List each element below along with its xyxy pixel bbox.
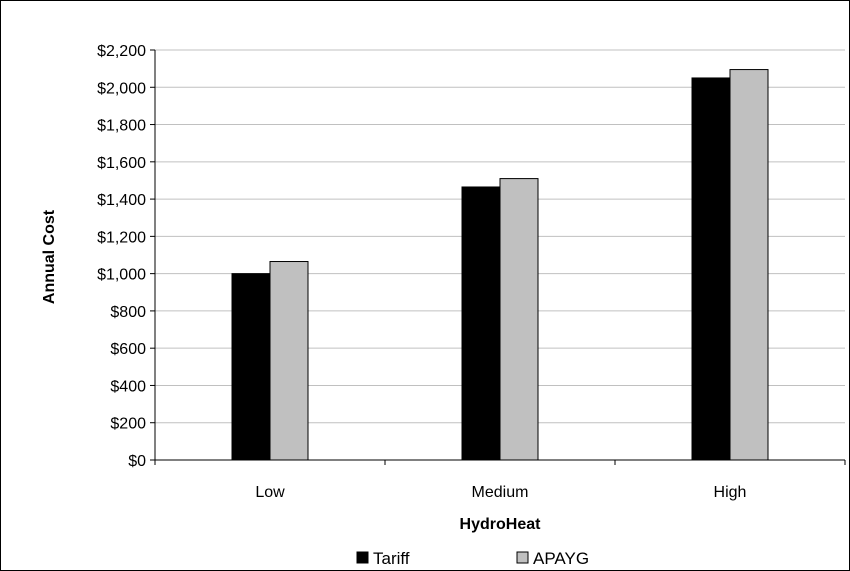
axes xyxy=(154,50,845,461)
bar-tariff-high xyxy=(691,77,731,461)
legend-swatch-apayg xyxy=(516,551,529,564)
x-tick-label: Low xyxy=(255,484,285,501)
bar-tariff-low xyxy=(231,273,271,461)
y-tick-label: $1,200 xyxy=(97,229,146,246)
y-tick-label: $1,800 xyxy=(97,118,146,135)
bar-apayg-medium xyxy=(499,178,539,461)
y-tick-label: $1,600 xyxy=(97,155,146,172)
y-tick-label: $600 xyxy=(110,341,146,358)
bar-apayg-low xyxy=(269,261,309,461)
legend-swatch-tariff xyxy=(356,551,369,564)
x-tick-labels: Low Medium High xyxy=(255,484,746,501)
bar-apayg-high xyxy=(729,69,769,461)
y-tick-label: $800 xyxy=(110,304,146,321)
y-tick-label: $1,000 xyxy=(97,267,146,284)
y-tick-label: $2,000 xyxy=(97,80,146,97)
legend-label-tariff: Tariff xyxy=(373,549,410,568)
y-tick-label: $2,200 xyxy=(97,43,146,60)
legend-label-apayg: APAYG xyxy=(533,549,589,568)
x-tick-label: High xyxy=(714,484,747,501)
y-tick-label: $400 xyxy=(110,378,146,395)
y-tick-label: $1,400 xyxy=(97,192,146,209)
y-tick-labels: $0 $200 $400 $600 $800 $1,000 $1,200 $1,400 $1,6… xyxy=(97,43,146,470)
y-tick-label: $200 xyxy=(110,416,146,433)
x-axis-title: HydroHeat xyxy=(460,516,542,533)
x-tick-label: Medium xyxy=(472,484,529,501)
legend: Tariff APAYG xyxy=(356,549,589,568)
y-axis-title: Annual Cost xyxy=(41,209,58,304)
bar-tariff-medium xyxy=(461,186,501,461)
bars xyxy=(231,69,769,461)
y-tick-label: $0 xyxy=(128,453,146,470)
